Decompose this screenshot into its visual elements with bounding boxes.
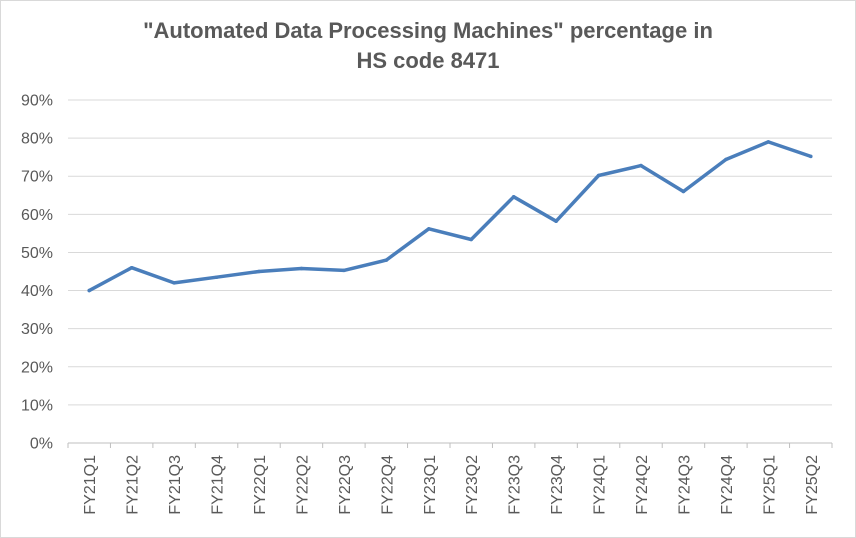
chart-title: "Automated Data Processing Machines" per… bbox=[0, 16, 856, 76]
x-tick-label: FY22Q4 bbox=[379, 455, 396, 515]
data-point bbox=[342, 268, 346, 273]
data-point bbox=[724, 157, 728, 162]
data-point bbox=[681, 189, 686, 194]
x-tick-label: FY25Q1 bbox=[761, 455, 778, 515]
x-tick-label: FY22Q2 bbox=[294, 455, 311, 515]
data-point bbox=[511, 195, 516, 199]
x-tick-label: FY24Q3 bbox=[676, 455, 693, 515]
chart-title-line-2: HS code 8471 bbox=[356, 48, 500, 73]
x-tick-label: FY21Q2 bbox=[125, 455, 142, 515]
x-tick-label: FY24Q4 bbox=[719, 455, 736, 515]
data-point bbox=[129, 265, 134, 270]
data-point bbox=[214, 275, 219, 279]
x-tick-label: FY21Q1 bbox=[82, 455, 99, 515]
data-point bbox=[639, 163, 643, 168]
y-tick-label: 60% bbox=[21, 207, 53, 224]
data-point bbox=[384, 258, 389, 262]
y-tick-label: 50% bbox=[21, 245, 53, 262]
x-tick-label: FY23Q4 bbox=[549, 455, 566, 515]
x-tick-label: FY21Q4 bbox=[210, 455, 227, 515]
y-tick-label: 80% bbox=[21, 131, 53, 148]
y-tick-label: 20% bbox=[21, 359, 53, 376]
data-point bbox=[87, 288, 91, 293]
data-point bbox=[554, 219, 558, 223]
y-tick-label: 30% bbox=[21, 321, 53, 338]
data-point bbox=[766, 140, 771, 144]
data-point bbox=[469, 237, 473, 242]
data-point bbox=[809, 154, 813, 159]
x-tick-label: FY23Q3 bbox=[507, 455, 524, 515]
y-tick-label: 90% bbox=[21, 93, 53, 110]
x-tick-label: FY24Q1 bbox=[592, 455, 609, 515]
data-point bbox=[596, 173, 601, 178]
x-tick-label: FY22Q1 bbox=[252, 455, 269, 515]
data-point bbox=[299, 266, 304, 271]
y-tick-label: 10% bbox=[21, 397, 53, 414]
x-tick-label: FY22Q3 bbox=[337, 455, 354, 515]
data-point bbox=[427, 227, 431, 231]
y-tick-label: 0% bbox=[30, 436, 53, 453]
series-line bbox=[87, 140, 813, 293]
x-tick-label: FY25Q2 bbox=[804, 455, 821, 515]
y-tick-label: 40% bbox=[21, 283, 53, 300]
chart-title-line-1: "Automated Data Processing Machines" per… bbox=[143, 18, 713, 43]
x-tick-label: FY21Q3 bbox=[167, 455, 184, 515]
y-tick-label: 70% bbox=[21, 169, 53, 186]
x-tick-label: FY23Q1 bbox=[422, 455, 439, 515]
x-tick-label: FY24Q2 bbox=[634, 455, 651, 515]
data-point bbox=[172, 281, 176, 285]
x-tick-label: FY23Q2 bbox=[464, 455, 481, 515]
data-point bbox=[257, 269, 261, 274]
